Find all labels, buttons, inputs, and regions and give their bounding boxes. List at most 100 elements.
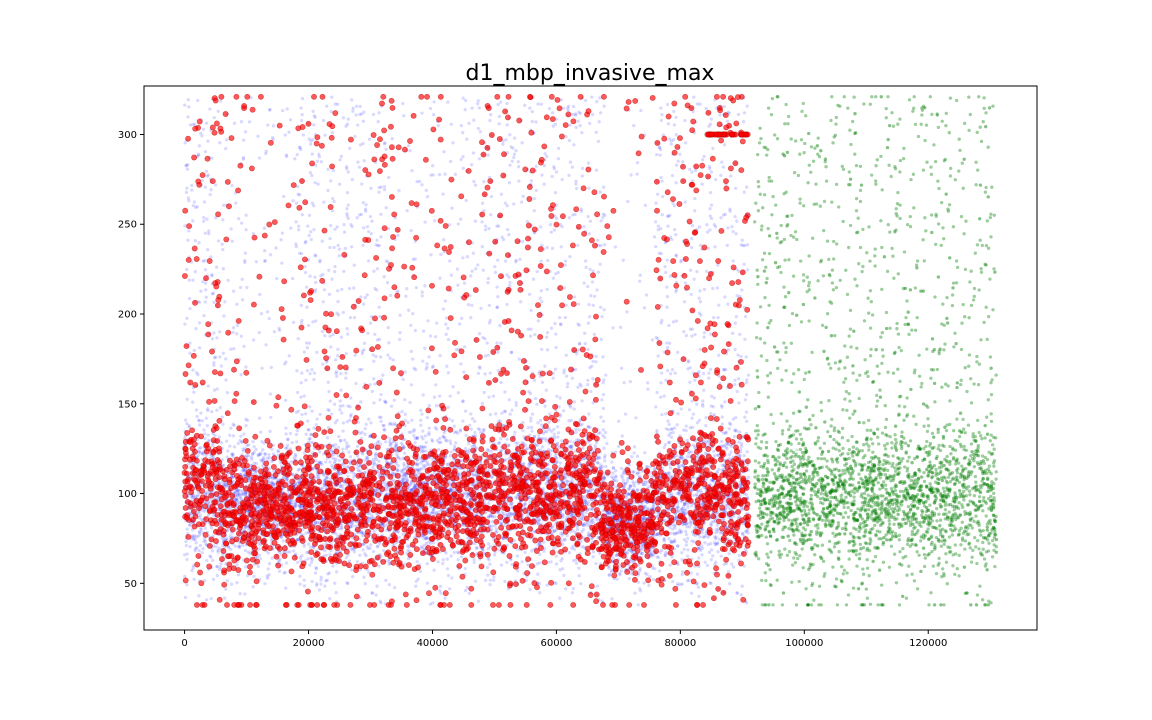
point-series-blue — [379, 235, 383, 239]
point-series-blue — [238, 544, 242, 548]
point-series-blue — [567, 216, 571, 220]
point-series-blue — [448, 394, 452, 398]
point-series-blue — [309, 237, 313, 242]
point-series-blue — [388, 356, 392, 360]
point-series-blue — [350, 521, 355, 526]
point-series-blue — [323, 584, 327, 588]
point-series-blue — [377, 564, 381, 568]
point-series-blue — [290, 276, 295, 281]
point-series-blue — [295, 440, 299, 444]
point-series-blue — [289, 226, 293, 230]
point-series-blue — [345, 581, 349, 585]
point-series-blue — [191, 122, 195, 127]
point-series-blue — [312, 227, 316, 232]
point-series-blue — [263, 259, 267, 263]
point-series-blue — [228, 433, 232, 437]
point-series-blue — [294, 201, 299, 205]
point-series-blue — [186, 115, 190, 119]
point-series-blue — [396, 233, 400, 238]
point-series-blue — [331, 196, 335, 201]
point-series-blue — [344, 351, 348, 356]
point-series-blue — [280, 108, 285, 113]
point-series-blue — [193, 122, 197, 127]
point-series-blue — [232, 347, 236, 351]
point-series-blue — [339, 371, 343, 376]
point-series-blue — [287, 130, 291, 134]
point-series-blue — [190, 400, 195, 404]
point-series-blue — [398, 313, 402, 317]
point-series-blue — [421, 359, 425, 363]
point-series-blue — [328, 460, 332, 464]
point-series-blue — [229, 347, 233, 351]
point-series-blue — [184, 163, 189, 167]
point-series-blue — [249, 455, 254, 459]
point-series-blue — [348, 418, 352, 422]
point-series-blue — [378, 398, 382, 402]
point-series-blue — [465, 255, 470, 259]
point-series-blue — [233, 544, 238, 548]
point-series-blue — [239, 373, 243, 377]
point-series-blue — [257, 416, 262, 420]
point-series-blue — [508, 163, 512, 167]
point-series-blue — [252, 574, 256, 579]
point-series-blue — [200, 419, 204, 423]
point-series-blue — [234, 496, 239, 500]
point-series-blue — [333, 269, 337, 274]
point-series-blue — [202, 215, 206, 220]
point-series-blue — [409, 383, 414, 387]
point-series-blue — [207, 500, 211, 504]
point-series-blue — [245, 285, 249, 290]
point-series-blue — [296, 192, 300, 196]
point-series-blue — [340, 483, 345, 488]
point-series-blue — [216, 239, 221, 243]
point-series-blue — [270, 556, 274, 560]
point-series-blue — [432, 113, 436, 117]
point-series-blue — [326, 408, 330, 412]
point-series-blue — [348, 315, 353, 320]
point-series-blue — [364, 554, 368, 558]
point-series-blue — [192, 348, 196, 353]
point-series-blue — [421, 437, 425, 441]
point-series-blue — [236, 441, 240, 446]
point-series-blue — [377, 190, 381, 194]
point-series-blue — [223, 596, 227, 600]
point-series-blue — [215, 336, 219, 340]
point-series-blue — [409, 228, 413, 233]
point-series-blue — [294, 410, 299, 415]
point-series-blue — [423, 434, 428, 438]
point-series-blue — [299, 395, 303, 399]
point-series-blue — [285, 550, 289, 554]
point-series-blue — [254, 447, 258, 452]
point-series-blue — [187, 199, 191, 203]
point-series-blue — [313, 181, 317, 185]
point-series-blue — [423, 284, 427, 288]
point-series-blue — [601, 185, 606, 189]
point-series-blue — [257, 553, 262, 557]
point-series-blue — [436, 123, 440, 128]
point-series-blue — [433, 219, 437, 223]
point-series-blue — [388, 421, 393, 426]
point-series-blue — [302, 394, 306, 398]
point-series-blue — [359, 400, 363, 404]
point-series-blue — [196, 98, 200, 103]
point-series-blue — [231, 326, 236, 330]
point-series-blue — [356, 160, 360, 164]
point-series-blue — [476, 599, 481, 603]
point-series-blue — [437, 447, 441, 452]
point-series-blue — [300, 96, 305, 101]
point-series-blue — [425, 581, 430, 585]
point-series-blue — [203, 492, 208, 496]
point-series-blue — [296, 337, 300, 341]
point-series-blue — [202, 200, 207, 204]
point-series-blue — [413, 441, 417, 445]
point-series-blue — [371, 549, 376, 554]
point-series-blue — [284, 432, 288, 436]
point-series-blue — [224, 439, 229, 443]
point-series-blue — [286, 438, 290, 442]
point-series-blue — [191, 566, 195, 570]
point-series-blue — [508, 280, 512, 285]
point-series-blue — [333, 421, 337, 425]
point-series-blue — [324, 579, 328, 583]
point-series-blue — [371, 465, 375, 470]
point-series-blue — [257, 156, 262, 160]
